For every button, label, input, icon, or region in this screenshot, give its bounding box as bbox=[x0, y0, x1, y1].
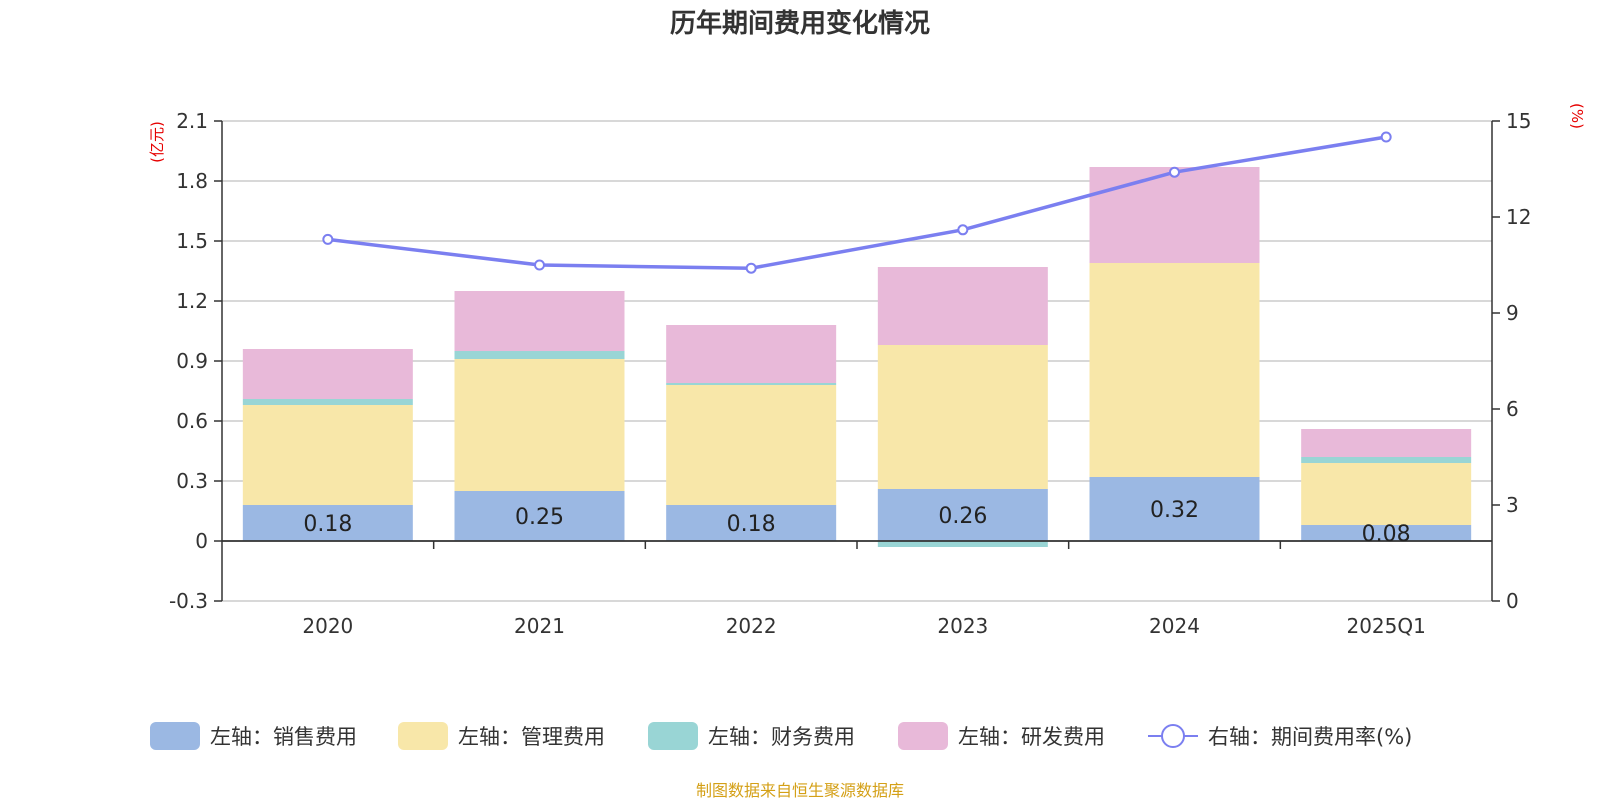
right-tick-label: 15 bbox=[1506, 109, 1531, 133]
x-tick-label: 2020 bbox=[302, 614, 353, 638]
bar-segment-1-2023 bbox=[877, 345, 1048, 489]
left-tick-label: -0.3 bbox=[169, 589, 208, 613]
rate-point bbox=[957, 224, 969, 236]
bar-segment-3-2024 bbox=[1089, 167, 1260, 263]
left-tick-label: 2.1 bbox=[176, 109, 208, 133]
x-tick-label: 2021 bbox=[514, 614, 565, 638]
right-tick-label: 0 bbox=[1506, 589, 1519, 613]
bar-segment-2-2022 bbox=[666, 383, 837, 385]
bar-segment-2-2021 bbox=[454, 351, 625, 359]
bar-segment-3-2023 bbox=[877, 267, 1048, 345]
left-axis-unit: (亿元) bbox=[148, 121, 166, 163]
bar-value-label: 0.32 bbox=[1150, 498, 1199, 523]
bar-segment-1-2025Q1 bbox=[1301, 463, 1472, 525]
left-tick-label: 1.2 bbox=[176, 289, 208, 313]
legend-swatch bbox=[398, 722, 448, 750]
rate-point bbox=[534, 259, 545, 271]
bar-segment-0-2022 bbox=[666, 505, 837, 541]
left-tick-label: 0.9 bbox=[176, 349, 208, 373]
bar-segment-0-2024 bbox=[1089, 477, 1260, 541]
rate-line bbox=[322, 131, 1392, 274]
bar-value-label: 0.18 bbox=[303, 512, 352, 537]
left-tick-label: 1.5 bbox=[176, 229, 208, 253]
legend-label: 左轴：销售费用 bbox=[210, 725, 357, 749]
left-tick-label: 0.6 bbox=[176, 409, 208, 433]
x-tick-label: 2024 bbox=[1149, 614, 1200, 638]
bar-segment-0-2023 bbox=[877, 489, 1048, 541]
bar-segment-3-2022 bbox=[666, 325, 837, 383]
legend: 左轴：销售费用 左轴：管理费用 左轴：财务费用 左轴：研发费用 右轴：期间费用率(%) bbox=[150, 722, 1412, 750]
legend-label: 右轴：期间费用率(%) bbox=[1208, 725, 1412, 749]
chart-title: 历年期间费用变化情况 bbox=[670, 8, 930, 39]
left-tick-label: 0.3 bbox=[176, 469, 208, 493]
rate-point bbox=[322, 233, 334, 245]
bar-segment-1-2024 bbox=[1089, 263, 1260, 477]
right-tick-label: 6 bbox=[1506, 397, 1519, 421]
bar-value-label: 0.18 bbox=[727, 512, 776, 537]
bar-segment-2-2020 bbox=[242, 399, 413, 405]
right-tick-label: 3 bbox=[1506, 493, 1519, 517]
legend-swatch bbox=[898, 722, 948, 750]
bar-segment-2-2025Q1 bbox=[1301, 457, 1472, 463]
rate-point bbox=[1380, 131, 1392, 143]
legend-label: 左轴：研发费用 bbox=[958, 725, 1105, 749]
x-tick-label: 2023 bbox=[937, 614, 988, 638]
left-tick-label: 1.8 bbox=[176, 169, 208, 193]
bar-segment-0-2020 bbox=[242, 505, 413, 541]
bar-segment-0-2021 bbox=[454, 491, 625, 541]
bar-segment-1-2021 bbox=[454, 359, 625, 491]
bar-segment-3-2025Q1 bbox=[1301, 429, 1472, 457]
bar-segment-1-2020 bbox=[242, 405, 413, 505]
bars bbox=[242, 167, 1472, 547]
bar-value-label: 0.25 bbox=[515, 505, 564, 530]
legend-swatch bbox=[648, 722, 698, 750]
bar-labels: 0.18 0.25 0.18 0.26 0.32 0.08 bbox=[303, 498, 1410, 547]
right-axis-unit: (%) bbox=[1568, 103, 1586, 129]
bar-value-label: 0.08 bbox=[1362, 522, 1411, 547]
bar-segment-1-2022 bbox=[666, 385, 837, 505]
grid bbox=[222, 120, 1492, 602]
left-tick-label: 0 bbox=[195, 529, 208, 553]
bar-value-label: 0.26 bbox=[938, 504, 987, 529]
right-tick-label: 9 bbox=[1506, 301, 1519, 325]
legend-swatch bbox=[150, 722, 200, 750]
legend-circle-swatch bbox=[1161, 724, 1185, 748]
rate-point bbox=[745, 262, 757, 274]
x-tick-label: 2025Q1 bbox=[1346, 614, 1425, 638]
rate-polyline bbox=[327, 135, 1387, 270]
rate-point bbox=[1169, 166, 1180, 178]
source-note: 制图数据来自恒生聚源数据库 bbox=[696, 781, 904, 800]
bar-segment-0-2025Q1 bbox=[1301, 525, 1472, 541]
bar-segment-2-2023 bbox=[877, 541, 1048, 547]
x-tick-label: 2022 bbox=[726, 614, 777, 638]
legend-label: 左轴：财务费用 bbox=[708, 725, 855, 749]
legend-label: 左轴：管理费用 bbox=[458, 725, 605, 749]
bar-segment-3-2021 bbox=[454, 291, 625, 351]
right-tick-label: 12 bbox=[1506, 205, 1531, 229]
bar-segment-3-2020 bbox=[242, 349, 413, 399]
axes: 2.1 1.8 1.5 1.2 0.9 0.6 0.3 0 -0.3 15 12 9 6 3 0 2020 20… bbox=[169, 109, 1531, 638]
